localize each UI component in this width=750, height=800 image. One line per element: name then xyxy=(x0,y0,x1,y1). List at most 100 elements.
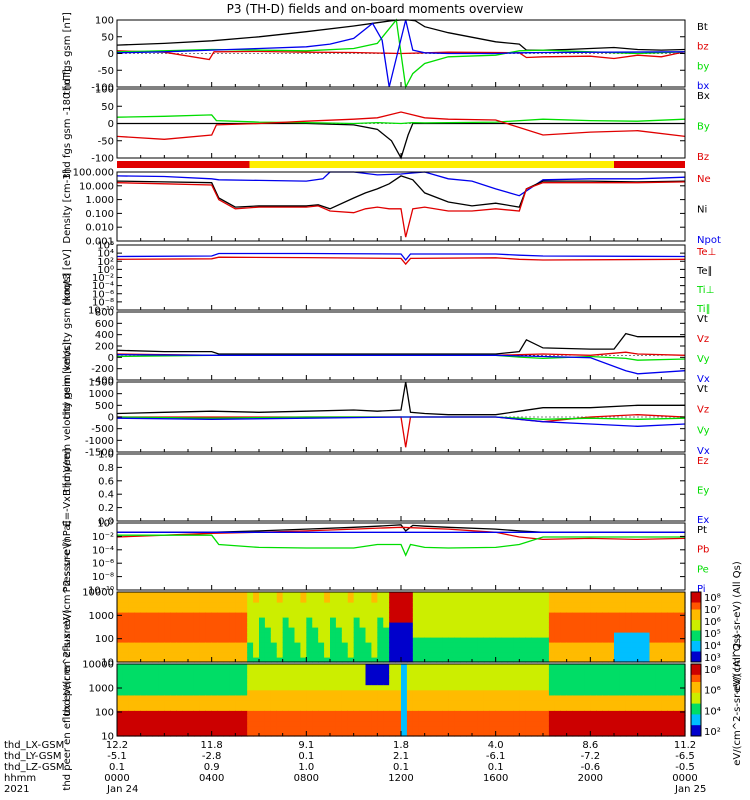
spectrogram-cell xyxy=(507,664,515,670)
spectrogram-cell xyxy=(353,700,361,706)
spectrogram-cell xyxy=(507,642,515,648)
spectrogram-cell xyxy=(673,730,680,737)
spectrogram-cell xyxy=(466,597,473,603)
spectrogram-cell xyxy=(661,664,668,670)
spectrogram-cell xyxy=(324,597,331,603)
spectrogram-cell xyxy=(619,657,627,663)
spectrogram-cell xyxy=(158,622,165,628)
spectrogram-cell xyxy=(590,725,597,732)
spectrogram-cell xyxy=(483,710,491,717)
spectrogram-cell xyxy=(401,720,408,727)
spectrogram-cell xyxy=(501,652,509,658)
spectrogram-cell xyxy=(182,597,189,603)
spectrogram-cell xyxy=(667,592,674,598)
spectrogram-cell xyxy=(276,592,284,598)
legend-item: Ex xyxy=(697,515,709,526)
spectrogram-cell xyxy=(359,684,367,691)
spectrogram-cell xyxy=(489,652,497,658)
spectrogram-cell xyxy=(341,592,349,598)
legend-item: Ti∥ xyxy=(696,304,711,315)
spectrogram-cell xyxy=(566,602,574,608)
y-tick-label: 1.000 xyxy=(85,195,114,206)
spectrogram-cell xyxy=(259,637,266,643)
spectrogram-cell xyxy=(537,664,544,670)
spectrogram-cell xyxy=(170,674,177,681)
spectrogram-cell xyxy=(679,669,686,675)
spectrogram-cell xyxy=(140,632,148,638)
spectrogram-cell xyxy=(442,597,449,603)
spectrogram-cell xyxy=(401,679,408,686)
colorbar-cell xyxy=(691,637,701,642)
spectrogram-cell xyxy=(543,617,550,623)
spectrogram-cell xyxy=(454,689,461,696)
spectrogram-cell xyxy=(217,664,225,670)
spectrogram-cell xyxy=(253,657,260,663)
spectrogram-cell xyxy=(614,679,621,686)
spectrogram-cell xyxy=(507,622,515,628)
spectrogram-cell xyxy=(495,710,503,717)
spectrogram-cell xyxy=(211,597,219,603)
spectrogram-cell xyxy=(122,720,130,727)
spectrogram-cell xyxy=(395,657,402,663)
spectrogram-cell xyxy=(152,617,160,623)
spectrogram-cell xyxy=(341,664,349,670)
spectrogram-cell xyxy=(679,622,686,628)
spectrogram-cell xyxy=(306,617,313,623)
spectrogram-cell xyxy=(667,674,674,681)
spectrogram-cell xyxy=(673,592,680,598)
spectrogram-cell xyxy=(679,725,686,732)
spectrogram-cell xyxy=(122,710,130,717)
spectrogram-cell xyxy=(424,694,432,701)
spectrogram-cell xyxy=(128,669,136,675)
spectrogram-cell xyxy=(619,694,627,701)
spectrogram-cell xyxy=(146,679,154,686)
spectrogram-cell xyxy=(294,730,302,737)
y-tick-label: -1000 xyxy=(85,436,114,447)
spectrogram-cell xyxy=(122,627,130,633)
spectrogram-cell xyxy=(643,642,651,648)
spectrogram-cell xyxy=(253,700,260,706)
spectrogram-cell xyxy=(312,725,319,732)
spectrogram-cell xyxy=(128,622,136,628)
spectrogram-cell xyxy=(377,674,384,681)
spectrogram-cell xyxy=(335,715,343,722)
spectrogram-cell xyxy=(519,705,526,711)
spectrogram-cell xyxy=(631,592,639,598)
spectrogram-cell xyxy=(158,664,165,670)
spectrogram-cell xyxy=(442,720,449,727)
spectrogram-cell xyxy=(679,710,686,717)
spectrogram-cell xyxy=(412,715,420,722)
spectrogram-cell xyxy=(673,669,680,675)
spectrogram-cell xyxy=(164,689,171,696)
spectrogram-cell xyxy=(158,700,165,706)
spectrogram-cell xyxy=(578,700,586,706)
spectrogram-cell xyxy=(631,720,639,727)
spectrogram-cell xyxy=(406,710,414,717)
spectrogram-cell xyxy=(300,684,307,691)
spectrogram-cell xyxy=(347,612,355,618)
spectrogram-cell xyxy=(525,612,532,618)
spectrogram-cell xyxy=(253,607,260,613)
spectrogram-cell xyxy=(596,705,603,711)
spectrogram-cell xyxy=(625,689,633,696)
y-tick-label: 10⁻⁸ xyxy=(92,297,114,308)
spectrogram-cell xyxy=(673,642,680,648)
spectrogram-cell xyxy=(578,674,586,681)
spectrogram-cell xyxy=(383,674,390,681)
spectrogram-cell xyxy=(537,647,544,653)
spectrogram-cell xyxy=(128,657,136,663)
y-tick-label: 10⁻² xyxy=(92,532,114,543)
spectrogram-cell xyxy=(679,637,686,643)
spectrogram-cell xyxy=(353,710,361,717)
spectrogram-cell xyxy=(211,652,219,658)
spectrogram-cell xyxy=(602,674,609,681)
spectrogram-cell xyxy=(371,684,378,691)
spectrogram-cell xyxy=(377,637,384,643)
spectrogram-cell xyxy=(235,602,242,608)
spectrogram-cell xyxy=(566,642,574,648)
spectrogram-cell xyxy=(294,694,302,701)
x-axis-value: Jan 24 xyxy=(106,784,138,795)
spectrogram-cell xyxy=(602,700,609,706)
spectrogram-cell xyxy=(211,730,219,737)
